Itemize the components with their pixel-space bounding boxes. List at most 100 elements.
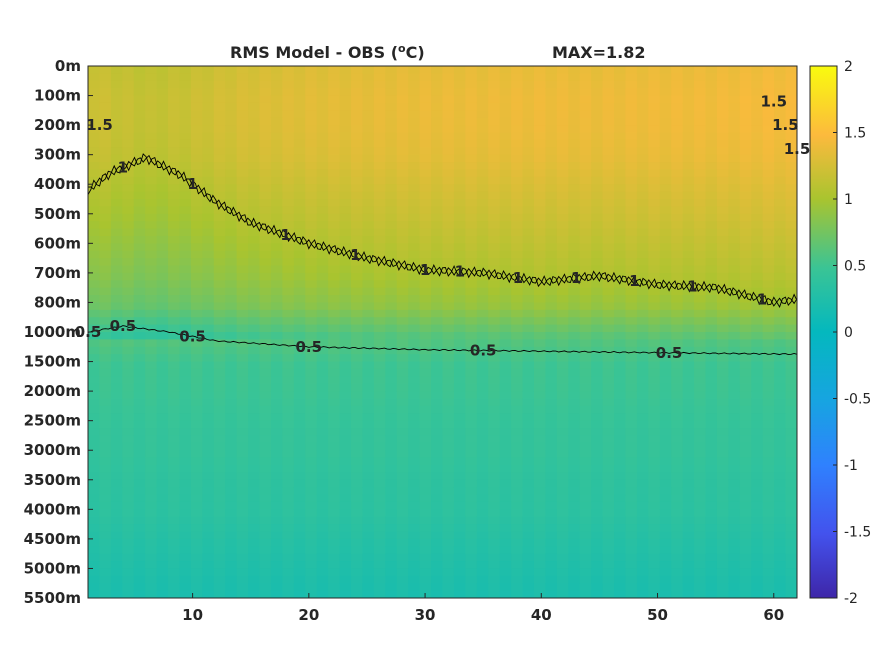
heatmap-cell <box>522 258 535 267</box>
heatmap-cell <box>476 309 489 318</box>
heatmap-cell <box>293 206 306 215</box>
heatmap-cell <box>270 465 284 473</box>
heatmap-cell <box>739 332 752 340</box>
heatmap-cell <box>728 228 741 237</box>
heatmap-cell <box>614 501 627 510</box>
heatmap-cell <box>110 472 123 481</box>
heatmap-cell <box>522 568 535 577</box>
heatmap-cell <box>625 546 638 555</box>
heatmap-cell <box>453 125 466 134</box>
heatmap-cell <box>556 302 569 311</box>
heatmap-cell <box>694 531 707 540</box>
heatmap-cell <box>465 265 478 274</box>
heatmap-cell <box>648 561 661 570</box>
heatmap-cell <box>602 405 615 414</box>
heatmap-cell <box>671 487 684 496</box>
heatmap-cell <box>362 132 375 141</box>
heatmap-cell <box>682 258 695 267</box>
heatmap-cell <box>202 405 215 414</box>
heatmap-cell <box>339 132 352 141</box>
heatmap-cell <box>236 147 249 156</box>
heatmap-cell <box>259 546 272 555</box>
heatmap-cell <box>88 110 101 119</box>
heatmap-cell <box>431 162 444 171</box>
heatmap-cell <box>648 258 661 267</box>
heatmap-cell <box>305 457 318 466</box>
heatmap-cell <box>602 472 615 481</box>
heatmap-cell <box>659 66 672 74</box>
contour-label: 0.5 <box>110 317 137 335</box>
heatmap-cell <box>225 184 238 193</box>
heatmap-cell <box>728 176 741 185</box>
heatmap-cell <box>614 228 627 237</box>
heatmap-cell <box>133 383 146 392</box>
y-tick-label: 800m <box>34 293 81 311</box>
heatmap-cell <box>293 309 306 318</box>
heatmap-cell <box>682 73 695 82</box>
heatmap-cell <box>88 132 101 141</box>
heatmap-cell <box>522 553 535 562</box>
heatmap-cell <box>248 213 261 222</box>
heatmap-cell <box>465 302 478 311</box>
heatmap-cell <box>682 450 695 459</box>
heatmap-cell <box>648 391 661 400</box>
heatmap-cell <box>453 494 466 503</box>
heatmap-cell <box>636 450 649 459</box>
heatmap-cell <box>168 516 181 525</box>
heatmap-cell <box>579 213 592 222</box>
heatmap-cell <box>133 531 146 540</box>
heatmap-cell <box>190 479 203 488</box>
heatmap-cell <box>648 228 661 237</box>
heatmap-cell <box>408 147 421 156</box>
heatmap-cell <box>694 317 707 326</box>
heatmap-cell <box>659 546 672 555</box>
heatmap-cell <box>419 176 432 185</box>
heatmap-cell <box>556 132 569 141</box>
heatmap-cell <box>488 428 501 437</box>
heatmap-cell <box>110 95 123 104</box>
heatmap-cell <box>431 258 444 267</box>
heatmap-cell <box>442 132 455 141</box>
heatmap-cell <box>636 228 649 237</box>
heatmap-cell <box>499 479 512 488</box>
heatmap-cell <box>671 206 684 215</box>
heatmap-cell <box>533 405 547 414</box>
heatmap-cell <box>556 531 569 540</box>
heatmap-cell <box>716 420 729 429</box>
heatmap-cell <box>316 531 329 540</box>
heatmap-cell <box>579 228 592 237</box>
heatmap-cell <box>122 494 135 503</box>
heatmap-cell <box>705 309 718 318</box>
heatmap-cell <box>568 132 581 141</box>
heatmap-cell <box>248 154 261 163</box>
heatmap-cell <box>133 117 146 126</box>
heatmap-cell <box>408 538 421 547</box>
heatmap-cell <box>728 302 741 311</box>
heatmap-cell <box>259 376 272 385</box>
heatmap-cell <box>419 546 432 555</box>
heatmap-cell <box>602 272 615 281</box>
heatmap-cell <box>568 272 581 281</box>
heatmap-cell <box>213 132 226 141</box>
heatmap-cell <box>556 324 569 333</box>
heatmap-cell <box>591 280 604 289</box>
heatmap-cell <box>316 391 329 400</box>
heatmap-cell <box>179 435 192 444</box>
heatmap-cell <box>476 531 489 540</box>
heatmap-cell <box>168 95 181 104</box>
heatmap-cell <box>625 302 638 311</box>
heatmap-cell <box>522 162 535 171</box>
heatmap-cell <box>328 487 341 496</box>
heatmap-cell <box>648 420 661 429</box>
heatmap-cell <box>213 162 226 171</box>
heatmap-cell <box>739 110 752 119</box>
heatmap-cell <box>648 287 661 296</box>
heatmap-cell <box>419 243 432 252</box>
heatmap-cell <box>556 413 569 422</box>
heatmap-cell <box>476 206 489 215</box>
heatmap-cell <box>694 250 707 259</box>
heatmap-cell <box>351 361 364 370</box>
heatmap-cell <box>774 487 787 496</box>
heatmap-cell <box>636 368 649 377</box>
heatmap-cell <box>122 368 135 377</box>
